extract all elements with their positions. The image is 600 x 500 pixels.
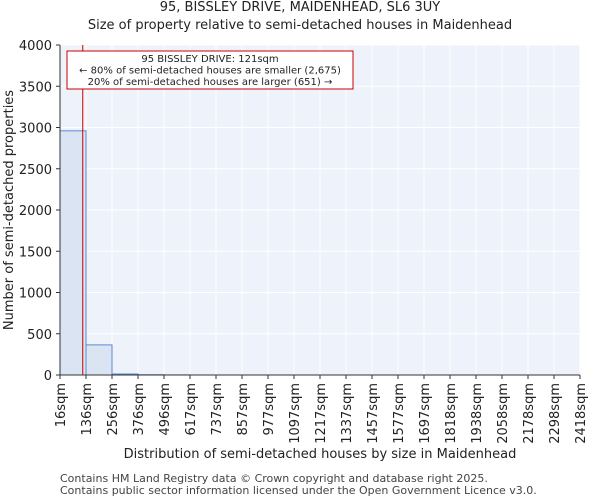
y-tick-label: 4000	[19, 39, 52, 54]
x-tick-label: 1697sqm	[418, 383, 433, 444]
x-tick-label: 2178sqm	[522, 383, 537, 444]
x-tick-label: 1818sqm	[444, 383, 459, 444]
y-axis-label: Number of semi-detached properties	[2, 90, 17, 330]
x-tick-label: 1217sqm	[314, 383, 329, 444]
x-tick-label: 737sqm	[210, 383, 225, 436]
annotation-line: 95 BISSLEY DRIVE: 121sqm	[141, 54, 278, 65]
x-tick-label: 16sqm	[54, 383, 69, 427]
x-tick-label: 2058sqm	[496, 383, 511, 444]
x-tick-label: 496sqm	[158, 383, 173, 436]
y-tick-label: 1500	[19, 245, 52, 260]
x-tick-label: 136sqm	[80, 383, 95, 436]
annotation-line: 20% of semi-detached houses are larger (…	[88, 77, 333, 88]
y-tick-label: 2000	[19, 204, 52, 219]
y-tick-label: 3000	[19, 122, 52, 137]
y-tick-label: 1000	[19, 287, 52, 302]
x-tick-label: 617sqm	[184, 383, 199, 436]
chart-title: 95, BISSLEY DRIVE, MAIDENHEAD, SL6 3UY	[159, 0, 441, 15]
x-tick-label: 1337sqm	[340, 383, 355, 444]
y-tick-label: 0	[44, 369, 52, 384]
chart-subtitle: Size of property relative to semi-detach…	[87, 18, 513, 33]
y-tick-label: 2500	[19, 163, 52, 178]
x-tick-label: 857sqm	[236, 383, 251, 436]
x-tick-label: 1938sqm	[470, 383, 485, 444]
x-tick-label: 1577sqm	[392, 383, 407, 444]
x-tick-label: 2298sqm	[548, 383, 563, 444]
x-tick-label: 2418sqm	[574, 383, 589, 444]
x-tick-label: 376sqm	[132, 383, 147, 436]
y-tick-label: 3500	[19, 80, 52, 95]
footer-line-1: Contains HM Land Registry data © Crown c…	[60, 472, 488, 485]
x-tick-label: 1097sqm	[288, 383, 303, 444]
x-tick-label: 256sqm	[106, 383, 121, 436]
x-axis-label: Distribution of semi-detached houses by …	[124, 447, 517, 462]
histogram-bar	[85, 344, 113, 376]
x-tick-label: 1457sqm	[366, 383, 381, 444]
y-tick-label: 500	[27, 328, 52, 343]
annotation-line: ← 80% of semi-detached houses are smalle…	[79, 66, 341, 77]
footer-line-2: Contains public sector information licen…	[60, 484, 537, 497]
x-tick-label: 977sqm	[262, 383, 277, 436]
histogram-bar	[59, 130, 87, 376]
annotation-box	[66, 50, 354, 90]
